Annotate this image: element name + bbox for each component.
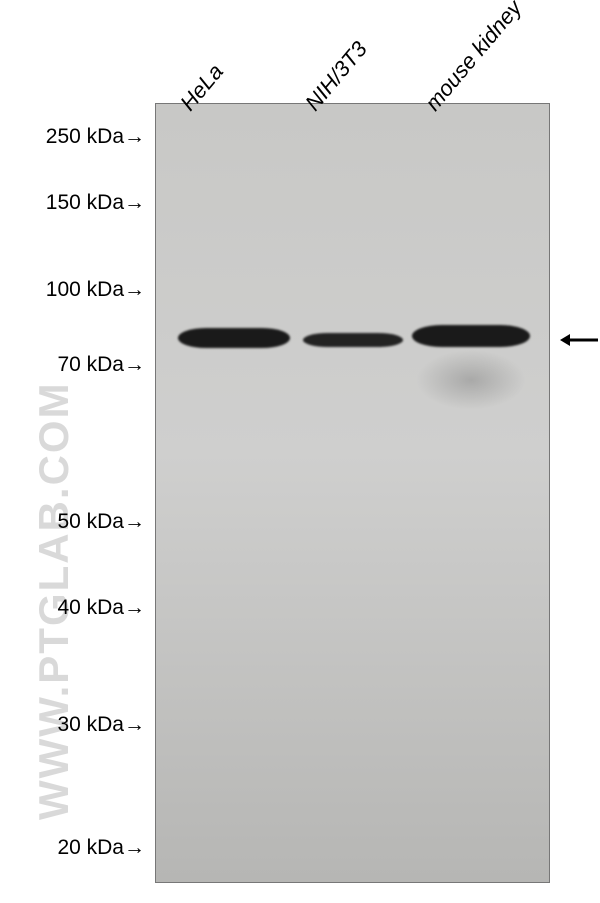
marker-label: 20 kDa→ <box>0 836 145 860</box>
target-band-arrow <box>560 332 600 348</box>
marker-label: 50 kDa→ <box>0 510 145 534</box>
band-smear <box>416 350 526 410</box>
lane-label: mouse kidney <box>420 0 527 116</box>
marker-label: 70 kDa→ <box>0 353 145 377</box>
marker-label: 40 kDa→ <box>0 596 145 620</box>
marker-label: 100 kDa→ <box>0 278 145 302</box>
marker-label: 250 kDa→ <box>0 125 145 149</box>
protein-band <box>303 333 403 347</box>
protein-band <box>412 325 530 347</box>
blot-membrane <box>155 103 550 883</box>
protein-band <box>178 328 290 348</box>
marker-label: 30 kDa→ <box>0 713 145 737</box>
marker-label: 150 kDa→ <box>0 191 145 215</box>
figure-container: WWW.PTGLAB.COM HeLaNIH/3T3mouse kidney 2… <box>0 0 600 903</box>
